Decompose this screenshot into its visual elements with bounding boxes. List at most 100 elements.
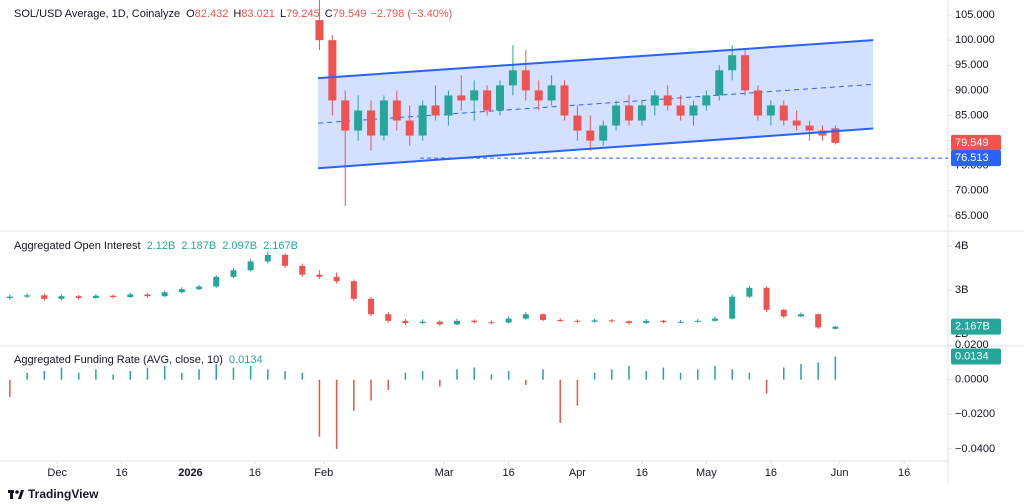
- legend-value: 2.187B: [181, 240, 216, 252]
- candle-body: [75, 296, 82, 298]
- candle-body: [418, 105, 427, 136]
- candle-body: [431, 105, 440, 116]
- candle-body: [715, 70, 724, 96]
- legend: Aggregated Funding Rate (AVG, close, 10)…: [14, 354, 263, 366]
- candle-body: [560, 85, 569, 116]
- candle-body: [573, 115, 582, 131]
- candle-body: [367, 110, 376, 136]
- line-price-label-bg: [951, 150, 1001, 167]
- legend-value: 79.549: [333, 8, 367, 20]
- y-tick-label: 100.000: [955, 34, 995, 46]
- candle-body: [385, 314, 392, 321]
- x-tick-label: 2026: [178, 467, 202, 479]
- candle-body: [379, 100, 388, 136]
- channel-lower: [318, 127, 874, 170]
- y-tick-label: 4B: [955, 240, 968, 252]
- candle-body: [368, 298, 375, 315]
- candle-body: [392, 100, 401, 121]
- legend-value: 83.021: [241, 8, 275, 20]
- candle-body: [547, 85, 556, 101]
- candle-body: [694, 320, 701, 322]
- candle-body: [557, 319, 564, 321]
- logo-mark: [10, 490, 13, 499]
- x-tick-label: 16: [116, 467, 128, 479]
- candle-body: [780, 309, 787, 317]
- logo-mark: [15, 490, 19, 494]
- y-tick-label: −0.0200: [955, 408, 995, 420]
- candle-body: [282, 254, 289, 266]
- y-tick-label: 95.000: [955, 59, 989, 71]
- logo-mark: [18, 490, 24, 499]
- last-value-label: 0.0134: [955, 350, 989, 362]
- candle-body: [402, 320, 409, 324]
- candle-body: [521, 70, 530, 91]
- legend-key: C: [325, 8, 333, 20]
- last-value-label-bg: [951, 318, 1001, 335]
- legend: SOL/USD Average, 1D, Coinalyze O82.432 H83…: [14, 8, 452, 20]
- candle-body: [444, 95, 453, 116]
- candle-body: [144, 294, 151, 297]
- candle-body: [676, 105, 685, 116]
- candle-body: [711, 318, 718, 321]
- x-tick-label: Mar: [435, 467, 454, 479]
- x-tick-label: Dec: [47, 467, 67, 479]
- candle-body: [41, 295, 48, 299]
- candle-body: [483, 90, 492, 111]
- candle-body: [505, 318, 512, 323]
- candle-body: [753, 90, 762, 116]
- legend-value: 2.12B: [147, 240, 176, 252]
- candle-body: [315, 20, 324, 41]
- channel-fill: [318, 40, 874, 169]
- candle-body: [333, 276, 340, 282]
- candle-body: [496, 85, 505, 111]
- candle-body: [522, 314, 529, 319]
- last-price-label: 79.549: [955, 137, 989, 149]
- y-tick-label: −0.0400: [955, 443, 995, 455]
- y-tick-label: 65.000: [955, 210, 989, 222]
- candle-body: [729, 296, 736, 319]
- candle-body: [316, 274, 323, 277]
- candle-body: [591, 320, 598, 322]
- candle-body: [689, 105, 698, 116]
- legend-key: L: [280, 8, 286, 20]
- candle-body: [625, 321, 632, 324]
- legend-key: H: [233, 8, 241, 20]
- x-tick-label: May: [696, 467, 717, 479]
- last-value-label-bg: [951, 348, 1001, 365]
- candle-body: [264, 254, 271, 262]
- line-price-label: 76.513: [955, 152, 989, 164]
- y-tick-label: 85.000: [955, 109, 989, 121]
- y-tick-label: 0.0000: [955, 374, 989, 386]
- candle-body: [792, 120, 801, 126]
- candle-body: [763, 287, 770, 310]
- candle-body: [643, 320, 650, 324]
- brand: TradingView: [28, 487, 99, 501]
- candle-body: [832, 326, 839, 329]
- plot: Dec 16 2026 16 Feb Mar 16 Apr 16 May 16 Jun 16 65.000…: [6, 0, 1001, 479]
- candle-body: [470, 90, 479, 101]
- legend-title: SOL/USD Average, 1D, Coinalyze: [14, 8, 180, 20]
- x-tick-label: Apr: [569, 467, 586, 479]
- legend-title: Aggregated Funding Rate (AVG, close, 10): [14, 354, 223, 366]
- legend-value: 2.167B: [263, 240, 298, 252]
- candle-body: [127, 294, 134, 298]
- candle-body: [779, 105, 788, 121]
- candle-body: [350, 281, 357, 299]
- candle-body: [677, 321, 684, 323]
- candle-body: [354, 110, 363, 131]
- legend-change: −2.798 (−3.40%): [370, 8, 452, 20]
- candle-body: [815, 314, 822, 328]
- candle-body: [624, 105, 633, 121]
- last-value-label: 2.167B: [955, 321, 990, 333]
- candle-body: [454, 320, 461, 325]
- candle-body: [341, 100, 350, 131]
- candle-body: [797, 314, 804, 317]
- candle-body: [58, 296, 65, 299]
- candle-body: [766, 105, 775, 116]
- candle-body: [299, 265, 306, 275]
- candle-body: [488, 322, 495, 324]
- candle-body: [508, 70, 517, 86]
- y-tick-label: 105.000: [955, 9, 995, 21]
- candle-body: [419, 321, 426, 324]
